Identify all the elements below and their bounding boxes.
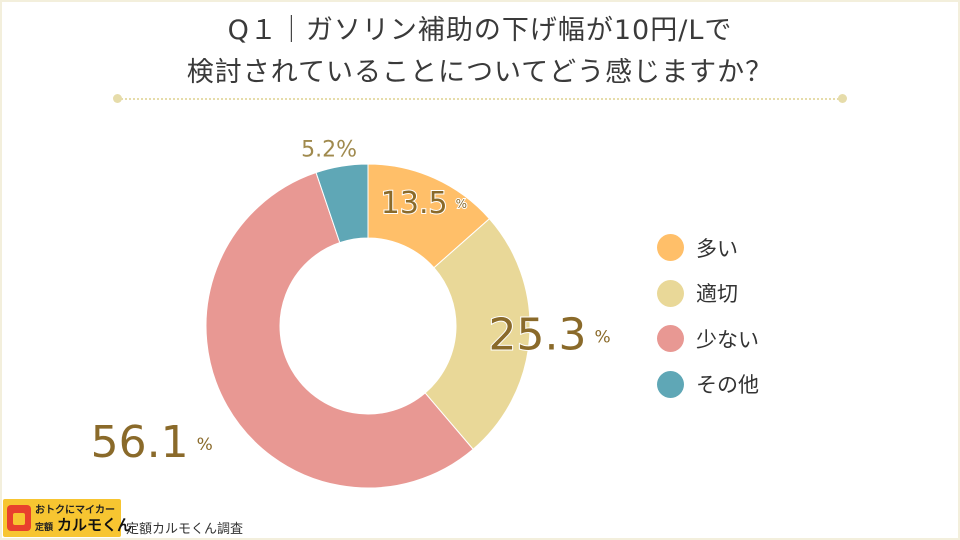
donut-inner-ring	[286, 244, 450, 408]
data-label-少ない: 56.1%	[91, 417, 213, 468]
legend-swatch	[657, 279, 684, 307]
legend-item-少ない: 少ない	[657, 316, 759, 362]
data-label-多い: 13.5%	[381, 186, 467, 221]
legend-label: 適切	[696, 282, 738, 307]
legend-item-適切: 適切	[657, 271, 759, 317]
title-line-1: Q１｜ガソリン補助の下げ幅が10円/Lで	[227, 15, 733, 46]
legend-label: 少ない	[696, 327, 759, 352]
data-label-適切: 25.3%	[489, 309, 611, 360]
chart-title: Q１｜ガソリン補助の下げ幅が10円/Lで 検討されていることについてどう感じます…	[0, 10, 960, 94]
legend-item-多い: 多い	[657, 225, 759, 271]
donut-slice-適切	[424, 218, 531, 450]
karumo-logo: おトクにマイカー 定額 カルモくん	[3, 499, 132, 537]
divider-dot-left	[113, 94, 122, 103]
logo-tagline: おトクにマイカー	[35, 505, 115, 516]
logo-name: カルモくん	[57, 516, 133, 534]
car-logo-icon	[7, 505, 31, 531]
donut-slice-少ない	[205, 171, 474, 489]
legend-swatch	[657, 325, 684, 353]
divider-dot-right	[838, 94, 847, 103]
survey-source: 定額カルモくん調査	[126, 522, 244, 537]
donut-slice-その他	[315, 163, 369, 244]
legend-item-その他: その他	[657, 362, 759, 408]
chart-legend: 多い適切少ないその他	[657, 225, 759, 407]
legend-swatch	[657, 234, 684, 262]
legend-swatch	[657, 370, 684, 398]
legend-label: 多い	[696, 236, 738, 261]
legend-label: その他	[696, 373, 759, 398]
data-label-その他: 5.2%	[301, 137, 357, 162]
logo-prefix: 定額	[35, 523, 54, 533]
title-divider	[118, 98, 842, 100]
title-line-2: 検討されていることについてどう感じますか？	[186, 57, 774, 88]
